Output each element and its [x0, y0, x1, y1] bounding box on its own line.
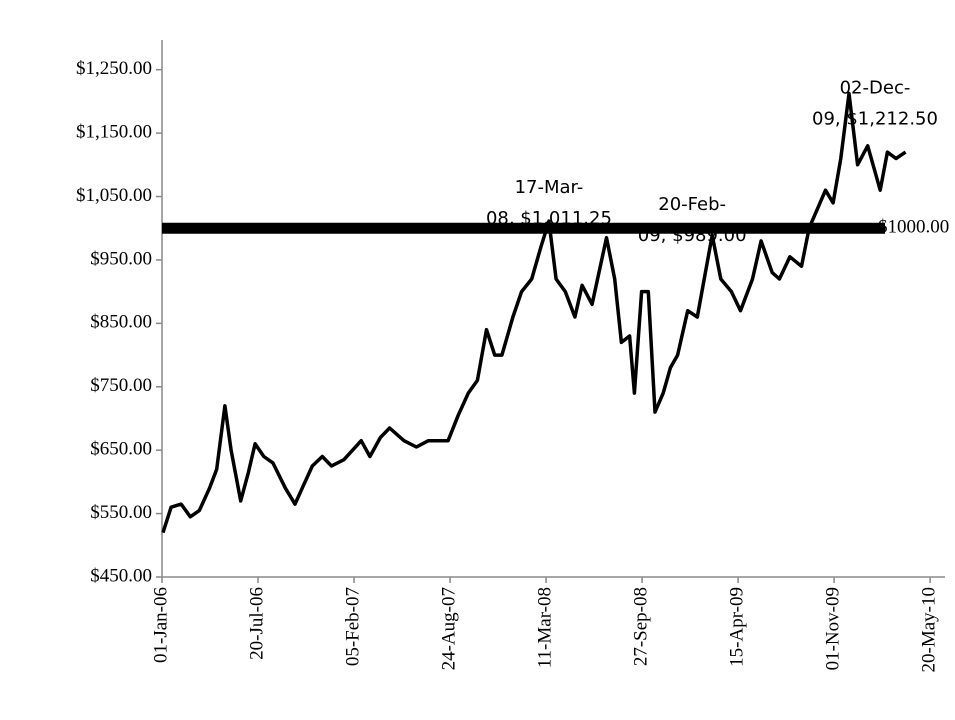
annotation: 02-Dec- [840, 77, 911, 98]
x-tick-label: 01-Nov-09 [822, 587, 843, 670]
y-tick-label: $1,050.00 [76, 185, 152, 206]
annotation: 17-Mar- [515, 177, 584, 198]
price-line [163, 94, 906, 533]
x-tick-label: 15-Apr-09 [726, 587, 747, 667]
y-tick-label: $1,150.00 [76, 121, 152, 142]
x-tick-label: 27-Sep-08 [630, 587, 651, 666]
y-tick-label: $950.00 [90, 248, 152, 269]
x-tick-label: 20-Jul-06 [246, 587, 267, 660]
y-tick-label: $650.00 [90, 439, 152, 460]
annotation: 09, $1,212.50 [812, 108, 938, 129]
annotation: 20-Feb- [658, 194, 726, 215]
y-tick-label: $1,250.00 [76, 58, 152, 79]
y-tick-label: $850.00 [90, 312, 152, 333]
x-tick-label: 01-Jan-06 [150, 587, 171, 663]
chart: $450.00 $550.00 $650.00 $750.00 $850.00 $950.… [0, 0, 955, 720]
y-tick-label: $750.00 [90, 375, 152, 396]
annotation: 08, $1,011.25 [486, 208, 612, 229]
y-tick-label: $450.00 [90, 565, 152, 586]
y-tick-label: $550.00 [90, 502, 152, 523]
x-tick-label: 20-May-10 [918, 587, 939, 672]
annotation: 09, $989.00 [638, 225, 747, 246]
x-tick-label: 24-Aug-07 [438, 587, 459, 670]
reference-label: $1000.00 [878, 217, 949, 238]
x-tick-label: 05-Feb-07 [342, 587, 363, 666]
x-tick-label: 11-Mar-08 [534, 587, 555, 668]
